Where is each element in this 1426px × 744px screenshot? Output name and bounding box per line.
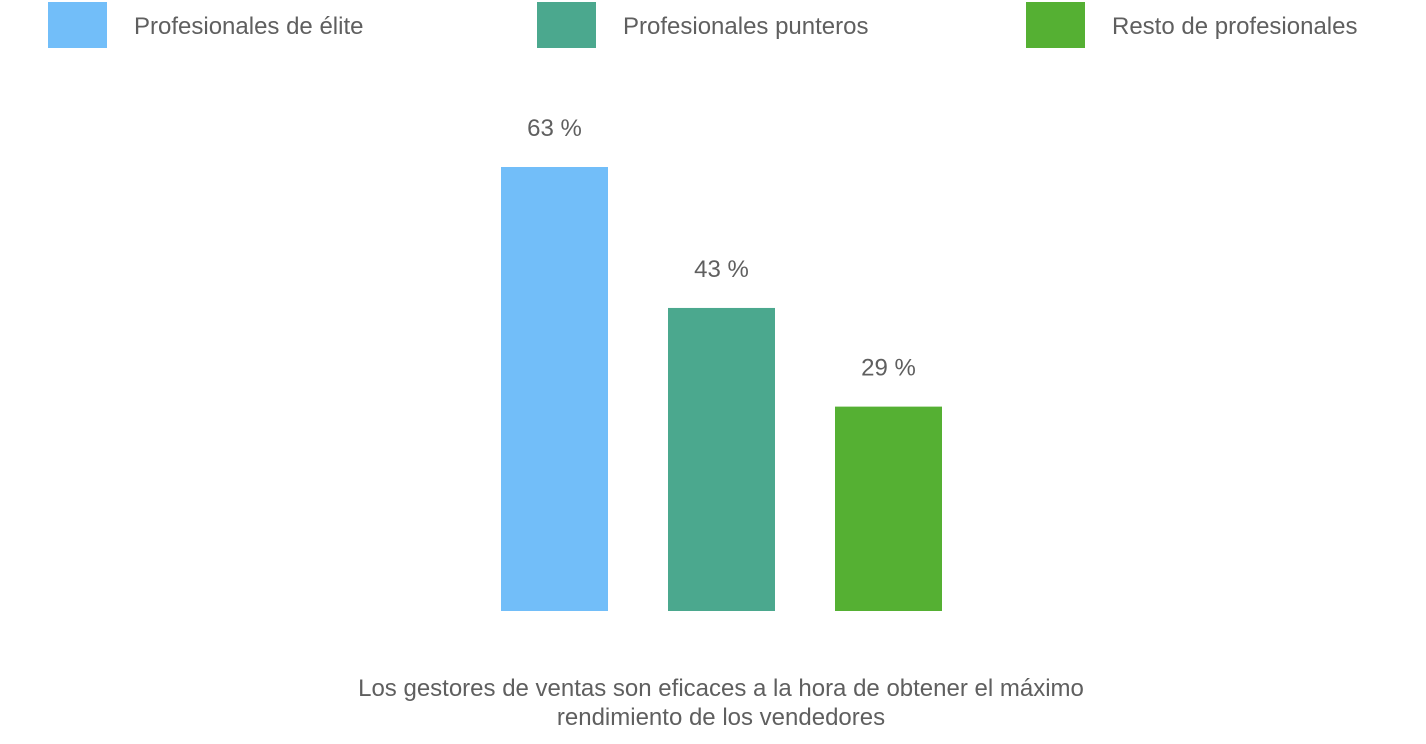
bar-resto-de-profesionales xyxy=(835,406,942,611)
category-label: Los gestores de ventas son eficaces a la… xyxy=(358,675,1084,731)
legend-swatch-profesionales-punteros xyxy=(537,2,596,48)
legend-swatch-resto-de-profesionales xyxy=(1026,2,1085,48)
bar-profesionales-de-elite xyxy=(501,167,608,611)
data-labels: 63 % 43 % 29 % xyxy=(527,115,916,382)
bars xyxy=(501,167,942,611)
legend-label-resto-de-profesionales: Resto de profesionales xyxy=(1112,13,1357,40)
bar-profesionales-punteros xyxy=(668,307,775,611)
legend: Profesionales de élite Profesionales punt… xyxy=(48,2,1357,48)
legend-label-profesionales-punteros: Profesionales punteros xyxy=(623,13,868,40)
legend-swatch-profesionales-de-elite xyxy=(48,2,107,48)
data-label-profesionales-punteros: 43 % xyxy=(694,256,749,283)
data-label-profesionales-de-elite: 63 % xyxy=(527,115,582,142)
legend-label-profesionales-de-elite: Profesionales de élite xyxy=(134,13,363,40)
data-label-resto-de-profesionales: 29 % xyxy=(861,355,916,382)
